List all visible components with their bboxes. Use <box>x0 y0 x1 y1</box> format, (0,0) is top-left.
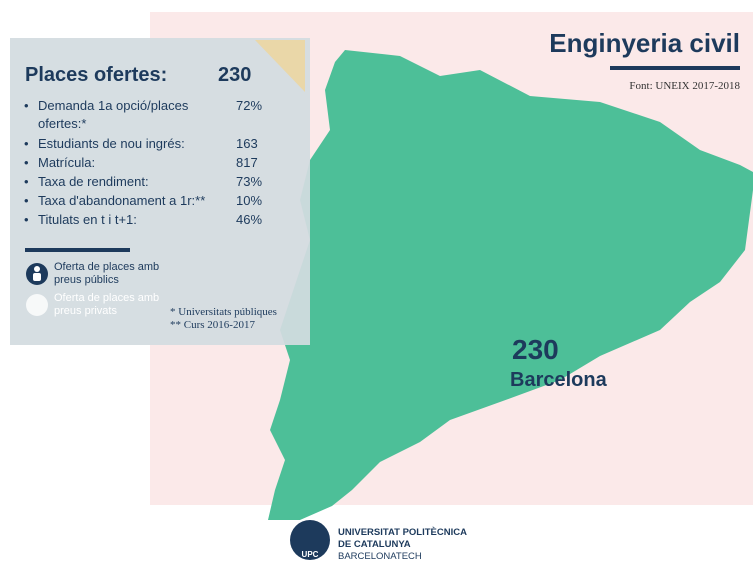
legend-public: Oferta de places amb preus públics <box>54 261 160 286</box>
footer-line: UNIVERSITAT POLITÈCNICA <box>338 527 467 538</box>
bullet: • <box>24 98 29 113</box>
catalonia-map <box>268 50 753 520</box>
logo-circle <box>290 520 330 560</box>
panel-heading: Places ofertes: <box>25 64 168 86</box>
item-value: 817 <box>236 155 258 170</box>
item-label: Titulats en t i t+1: <box>38 212 137 227</box>
note: ** Curs 2016-2017 <box>170 319 255 331</box>
item-label: Taxa de rendiment: <box>38 174 149 189</box>
note: * Universitats públiques <box>170 306 277 318</box>
bullet: • <box>24 174 29 189</box>
item-label: Matrícula: <box>38 155 96 170</box>
bullet: • <box>24 212 29 227</box>
title: Enginyeria civil <box>549 28 740 58</box>
footer-line: DE CATALUNYA <box>338 539 411 550</box>
legend-private: Oferta de places amb preus privats <box>54 292 160 317</box>
item-label: Demanda 1a opció/places ofertes:* <box>38 98 189 131</box>
map-city: Barcelona <box>510 369 607 391</box>
bullet: • <box>24 136 29 151</box>
separator <box>25 248 130 252</box>
map-value: 230 <box>512 334 559 365</box>
folded-corner <box>255 40 305 92</box>
bullet: • <box>24 155 29 170</box>
title-underline <box>610 66 740 70</box>
item-value: 163 <box>236 136 258 151</box>
bullet: • <box>24 193 29 208</box>
item-value: 10% <box>236 193 263 208</box>
item-label: Estudiants de nou ingrés: <box>38 136 185 151</box>
footer-line: BARCELONATECH <box>338 551 422 562</box>
item-label: Taxa d'abandonament a 1r:** <box>38 193 206 208</box>
logo-text: UPC <box>301 550 319 559</box>
info-panel <box>10 38 310 345</box>
public-icon-body <box>33 273 41 281</box>
public-icon-head <box>34 266 40 272</box>
item-value: 72% <box>236 98 263 113</box>
panel-heading-value: 230 <box>218 64 252 86</box>
item-value: 73% <box>236 174 263 189</box>
private-icon <box>26 294 48 316</box>
source: Font: UNEIX 2017-2018 <box>629 80 740 92</box>
item-value: 46% <box>236 212 263 227</box>
